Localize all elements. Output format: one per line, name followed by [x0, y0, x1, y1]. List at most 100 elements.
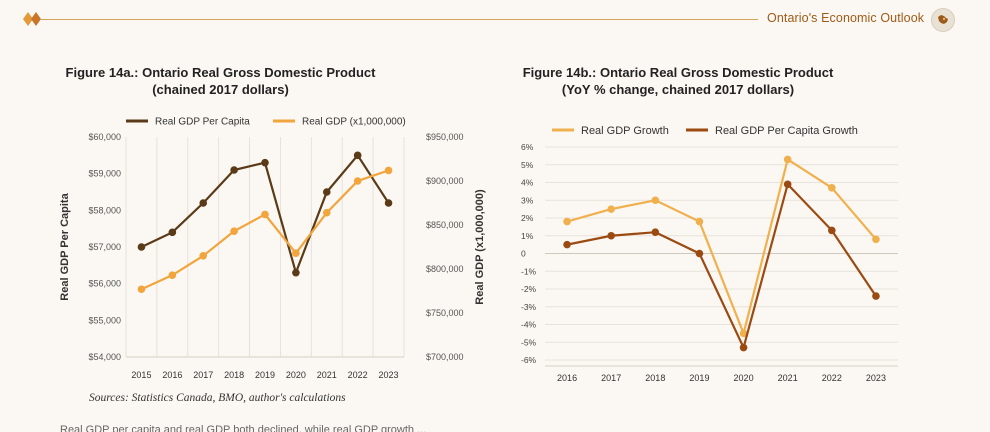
- fig14a-xtick: 2019: [255, 370, 275, 380]
- fig14b-legend-label: Real GDP Per Capita Growth: [715, 125, 858, 137]
- body-text-fragment: Real GDP per capita and real GDP both de…: [60, 424, 427, 432]
- fig14a-data-point: [137, 243, 146, 251]
- fig14a-ytick-left: $54,000: [88, 352, 121, 362]
- fig14a-legend-label: Real GDP Per Capita: [155, 117, 250, 128]
- fig14a-xtick: 2018: [224, 370, 244, 380]
- fig14b-ytick: -1%: [521, 266, 537, 276]
- fig14b-data-point: [607, 205, 615, 213]
- fig14a-title-line1: Figure 14a.: Ontario Real Gross Domestic…: [65, 65, 376, 80]
- ontario-map-icon[interactable]: [931, 8, 955, 32]
- fig14b-data-point: [563, 240, 571, 249]
- fig14b-series-line: [566, 157, 877, 337]
- fig14b-data-point: [651, 228, 660, 236]
- fig14a-data-point: [168, 271, 177, 279]
- fig14b-data-point: [872, 292, 880, 300]
- fig14a-ytick-left: $57,000: [88, 242, 121, 252]
- fig14b-xtick: 2022: [822, 373, 842, 383]
- source-note: Sources: Statistics Canada, BMO, author'…: [89, 392, 346, 404]
- fig14a-xtick: 2023: [379, 370, 399, 380]
- fig14a-data-point: [230, 166, 238, 174]
- fig14b-xtick: 2021: [778, 373, 798, 383]
- fig14b-ytick: 3%: [521, 195, 534, 205]
- fig14b-ytick: -5%: [521, 337, 537, 347]
- fig14a-xtick: 2022: [348, 370, 368, 380]
- fig14b-xtick: 2016: [557, 373, 577, 383]
- fig14a-data-point: [353, 177, 362, 185]
- fig14b-ytick: -4%: [521, 320, 537, 330]
- header-title[interactable]: Ontario's Economic Outlook: [767, 11, 925, 25]
- fig14b-data-point: [739, 329, 748, 338]
- fig14b-title: Figure 14b.: Ontario Real Gross Domestic…: [498, 64, 858, 98]
- fig14b-data-point: [695, 249, 704, 258]
- fig14a-data-point: [230, 227, 238, 235]
- fig14a-ytick-left: $59,000: [88, 169, 121, 179]
- fig14b-title-line1: Figure 14b.: Ontario Real Gross Domestic…: [522, 65, 834, 80]
- fig14b-data-point: [695, 217, 704, 226]
- fig14a-ytick-right: $800,000: [426, 264, 464, 274]
- fig14a-data-point: [261, 158, 269, 167]
- fig14a-ytick-right: $750,000: [426, 308, 464, 318]
- fig14b-ytick: 0: [521, 249, 526, 259]
- fig14a-legend-label: Real GDP (x1,000,000): [302, 117, 406, 128]
- fig14b-data-point: [563, 217, 571, 226]
- fig14b-xtick: 2020: [734, 373, 754, 383]
- fig14a-ylabel-right: Real GDP (x1,000,000): [474, 189, 486, 305]
- fig14a-data-point: [384, 166, 393, 175]
- fig14a-xtick: 2017: [193, 370, 213, 380]
- fig14a-title-line2: (chained 2017 dollars): [152, 82, 289, 97]
- fig14a-ytick-right: $850,000: [426, 220, 464, 230]
- fig14a-ytick-right: $700,000: [426, 352, 464, 362]
- fig14a-ylabel-left: Real GDP Per Capita: [59, 192, 71, 300]
- fig14b-series-line: [566, 182, 877, 351]
- fig14a-data-point: [292, 268, 300, 277]
- fig14b-ytick: 5%: [521, 160, 534, 170]
- fig14a-ytick-right: $950,000: [426, 132, 464, 142]
- fig14a-xtick: 2020: [286, 370, 306, 380]
- fig14a-xtick: 2021: [317, 370, 337, 380]
- fig14a-title: Figure 14a.: Ontario Real Gross Domestic…: [48, 64, 393, 98]
- fig14b-title-line2: (YoY % change, chained 2017 dollars): [561, 82, 795, 97]
- fig14b-ytick: -6%: [521, 355, 537, 365]
- fig14a-data-point: [137, 285, 146, 294]
- fig14a-ytick-left: $55,000: [88, 315, 121, 325]
- fig14b-data-point: [828, 184, 836, 192]
- fig14a-data-point: [199, 252, 208, 260]
- header-diamond-icon: [31, 12, 41, 26]
- fig14b-ytick: 1%: [521, 231, 534, 241]
- fig14b-ytick: 6%: [521, 142, 534, 152]
- fig14b-ytick: 4%: [521, 178, 534, 188]
- fig14a-data-point: [168, 228, 177, 237]
- fig14a-data-point: [353, 151, 362, 160]
- fig14b-data-point: [739, 343, 748, 352]
- fig14a-ytick-left: $56,000: [88, 279, 121, 289]
- fig14a-xtick: 2015: [131, 370, 151, 380]
- fig14b-data-point: [783, 180, 792, 189]
- fig14b-data-point: [828, 226, 836, 235]
- fig14a-data-point: [384, 199, 393, 207]
- fig14a-ytick-right: $900,000: [426, 176, 464, 186]
- fig14b-xtick: 2019: [689, 373, 709, 383]
- fig14b-xtick: 2023: [866, 373, 886, 383]
- fig14b-data-point: [783, 155, 792, 164]
- fig14b-ytick: -3%: [521, 302, 537, 312]
- fig14a-data-point: [292, 249, 300, 257]
- header-diamond-icon: [23, 12, 33, 26]
- fig14b-data-point: [651, 196, 660, 205]
- fig14a-data-point: [322, 188, 331, 196]
- fig14a-data-point: [261, 210, 269, 219]
- fig14a-data-point: [322, 208, 331, 217]
- fig14a-xtick: 2016: [162, 370, 182, 380]
- fig14a-ytick-left: $60,000: [88, 132, 121, 142]
- fig14a-data-point: [199, 199, 208, 207]
- fig14a-ytick-left: $58,000: [88, 205, 121, 215]
- header-rule: [40, 19, 758, 20]
- fig14b-ytick: 2%: [521, 213, 534, 223]
- fig14b-data-point: [872, 235, 880, 244]
- fig14b-legend-label: Real GDP Growth: [581, 125, 669, 137]
- fig14b-ytick: -2%: [521, 284, 537, 294]
- fig14b-data-point: [607, 231, 615, 240]
- fig14b-xtick: 2018: [645, 373, 665, 383]
- fig14b-xtick: 2017: [601, 373, 621, 383]
